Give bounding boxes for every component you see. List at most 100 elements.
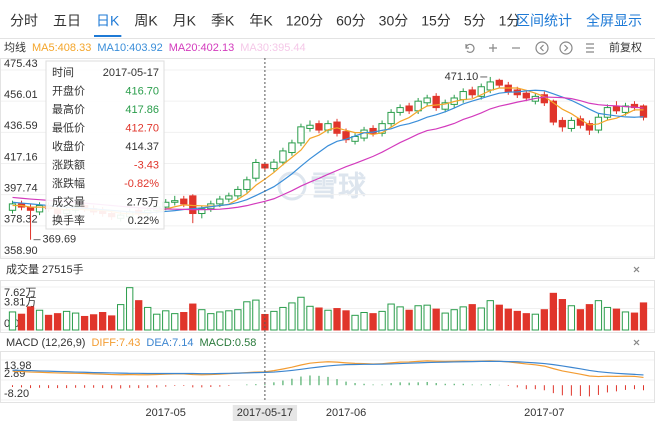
tooltip-label: 换手率 [52, 213, 85, 227]
high-marker: 471.10 [445, 71, 479, 83]
volume-bar [162, 310, 170, 331]
zoom-in-icon[interactable] [489, 44, 497, 52]
volume-bar [450, 309, 458, 331]
volume-bar [315, 307, 323, 331]
candle-body [369, 127, 377, 134]
next-icon[interactable] [559, 41, 573, 55]
candle-body [459, 91, 467, 101]
period-tab[interactable]: 30分 [379, 13, 409, 29]
period-tab[interactable]: 1分 [499, 13, 521, 29]
volume-bar [71, 312, 80, 331]
volume-bar [495, 304, 503, 331]
volume-bar [306, 305, 314, 331]
volume-bar [369, 313, 377, 331]
volume-bar [35, 309, 44, 331]
candle-body [270, 161, 278, 170]
volume-bar [468, 304, 476, 331]
period-tab[interactable]: 5分 [464, 13, 486, 29]
candle-body [567, 119, 576, 129]
candle-body [225, 195, 233, 200]
candle-body [495, 79, 503, 86]
volume-bar [17, 313, 26, 331]
period-tab[interactable]: 15分 [421, 13, 451, 29]
volume-bar [405, 309, 413, 331]
close-volume[interactable] [633, 266, 640, 273]
period-tab[interactable]: 120分 [286, 13, 323, 29]
candle-body [468, 89, 476, 96]
tooltip-label: 时间 [52, 66, 74, 79]
candle-body [315, 123, 323, 131]
macd-legend: DIFF:7.43 [91, 337, 140, 349]
volume-bar [603, 306, 612, 331]
y-tick-label: 3.81万 [4, 296, 36, 308]
period-tab[interactable]: 五日 [53, 13, 81, 29]
candle-body [486, 81, 494, 91]
period-tab[interactable]: 分时 [10, 13, 38, 29]
volume-bar [486, 300, 494, 331]
x-tick-label: 2017-05 [146, 407, 186, 419]
candle-body [558, 119, 567, 128]
settings-icon[interactable] [586, 43, 594, 53]
ma-legend: MA5:408.33 [32, 42, 91, 54]
x-tick-label: 2017-07 [524, 407, 564, 419]
y-tick-label: 417.16 [4, 151, 38, 163]
volume-bar [396, 306, 404, 331]
volume-bar [342, 310, 350, 331]
tool-link[interactable]: 全屏显示 [586, 13, 642, 29]
volume-bar [135, 300, 143, 331]
volume-bar [504, 308, 512, 331]
y-tick-label: 13.98 [4, 360, 32, 372]
close-macd[interactable] [633, 339, 640, 346]
volume-bar [207, 313, 215, 331]
volume-bar [567, 305, 576, 331]
period-tab[interactable]: 60分 [336, 13, 366, 29]
candle-body [306, 124, 314, 129]
tooltip-label: 成交量 [52, 194, 85, 208]
volume-bar [62, 310, 71, 331]
tooltip-box [45, 60, 165, 230]
tooltip-value: 416.70 [125, 85, 159, 97]
volume-bar [432, 308, 440, 331]
volume-bar [198, 309, 206, 331]
tooltip-value: 414.37 [125, 141, 159, 153]
volume-bar [576, 309, 585, 331]
tooltip-label: 开盘价 [52, 83, 85, 97]
volume-bar [252, 299, 260, 331]
candle-body [171, 200, 179, 203]
reset-icon[interactable] [465, 43, 475, 53]
next-arrow [564, 44, 569, 52]
candle-body [252, 161, 260, 179]
period-tab[interactable]: 日K [96, 13, 120, 29]
macd-line [12, 360, 644, 376]
adjust-mode[interactable]: 前复权 [609, 40, 642, 54]
volume-bar [153, 313, 161, 331]
tooltip-label: 收盘价 [52, 139, 85, 153]
tooltip-label: 最高价 [52, 102, 85, 116]
candle-body [477, 86, 485, 97]
candle-body [297, 126, 305, 144]
candle-body [378, 123, 386, 134]
prev-icon[interactable] [535, 41, 549, 55]
tool-link[interactable]: 区间统计 [516, 13, 572, 29]
volume-bar [80, 315, 89, 331]
y-tick-label: -8.20 [4, 388, 29, 400]
volume-bar [378, 310, 386, 331]
volume-bar [549, 292, 558, 331]
volume-bar [477, 307, 485, 331]
period-tab[interactable]: 年K [249, 13, 273, 29]
macd-legend: DEA:7.14 [146, 337, 193, 349]
watermark-logo [277, 171, 307, 201]
period-tab[interactable]: 周K [134, 13, 158, 29]
ma-legend: MA30:395.44 [240, 42, 305, 54]
candle-body [234, 188, 242, 197]
y-tick-label: 436.59 [4, 120, 38, 132]
period-tab[interactable]: 月K [173, 13, 197, 29]
period-tab[interactable]: 季K [211, 13, 235, 29]
volume-bar [360, 312, 368, 331]
candle-body [8, 203, 17, 211]
volume-bar [540, 309, 548, 331]
prev-arrow [539, 44, 544, 52]
volume-bar [324, 309, 332, 331]
volume-bar [171, 313, 179, 331]
